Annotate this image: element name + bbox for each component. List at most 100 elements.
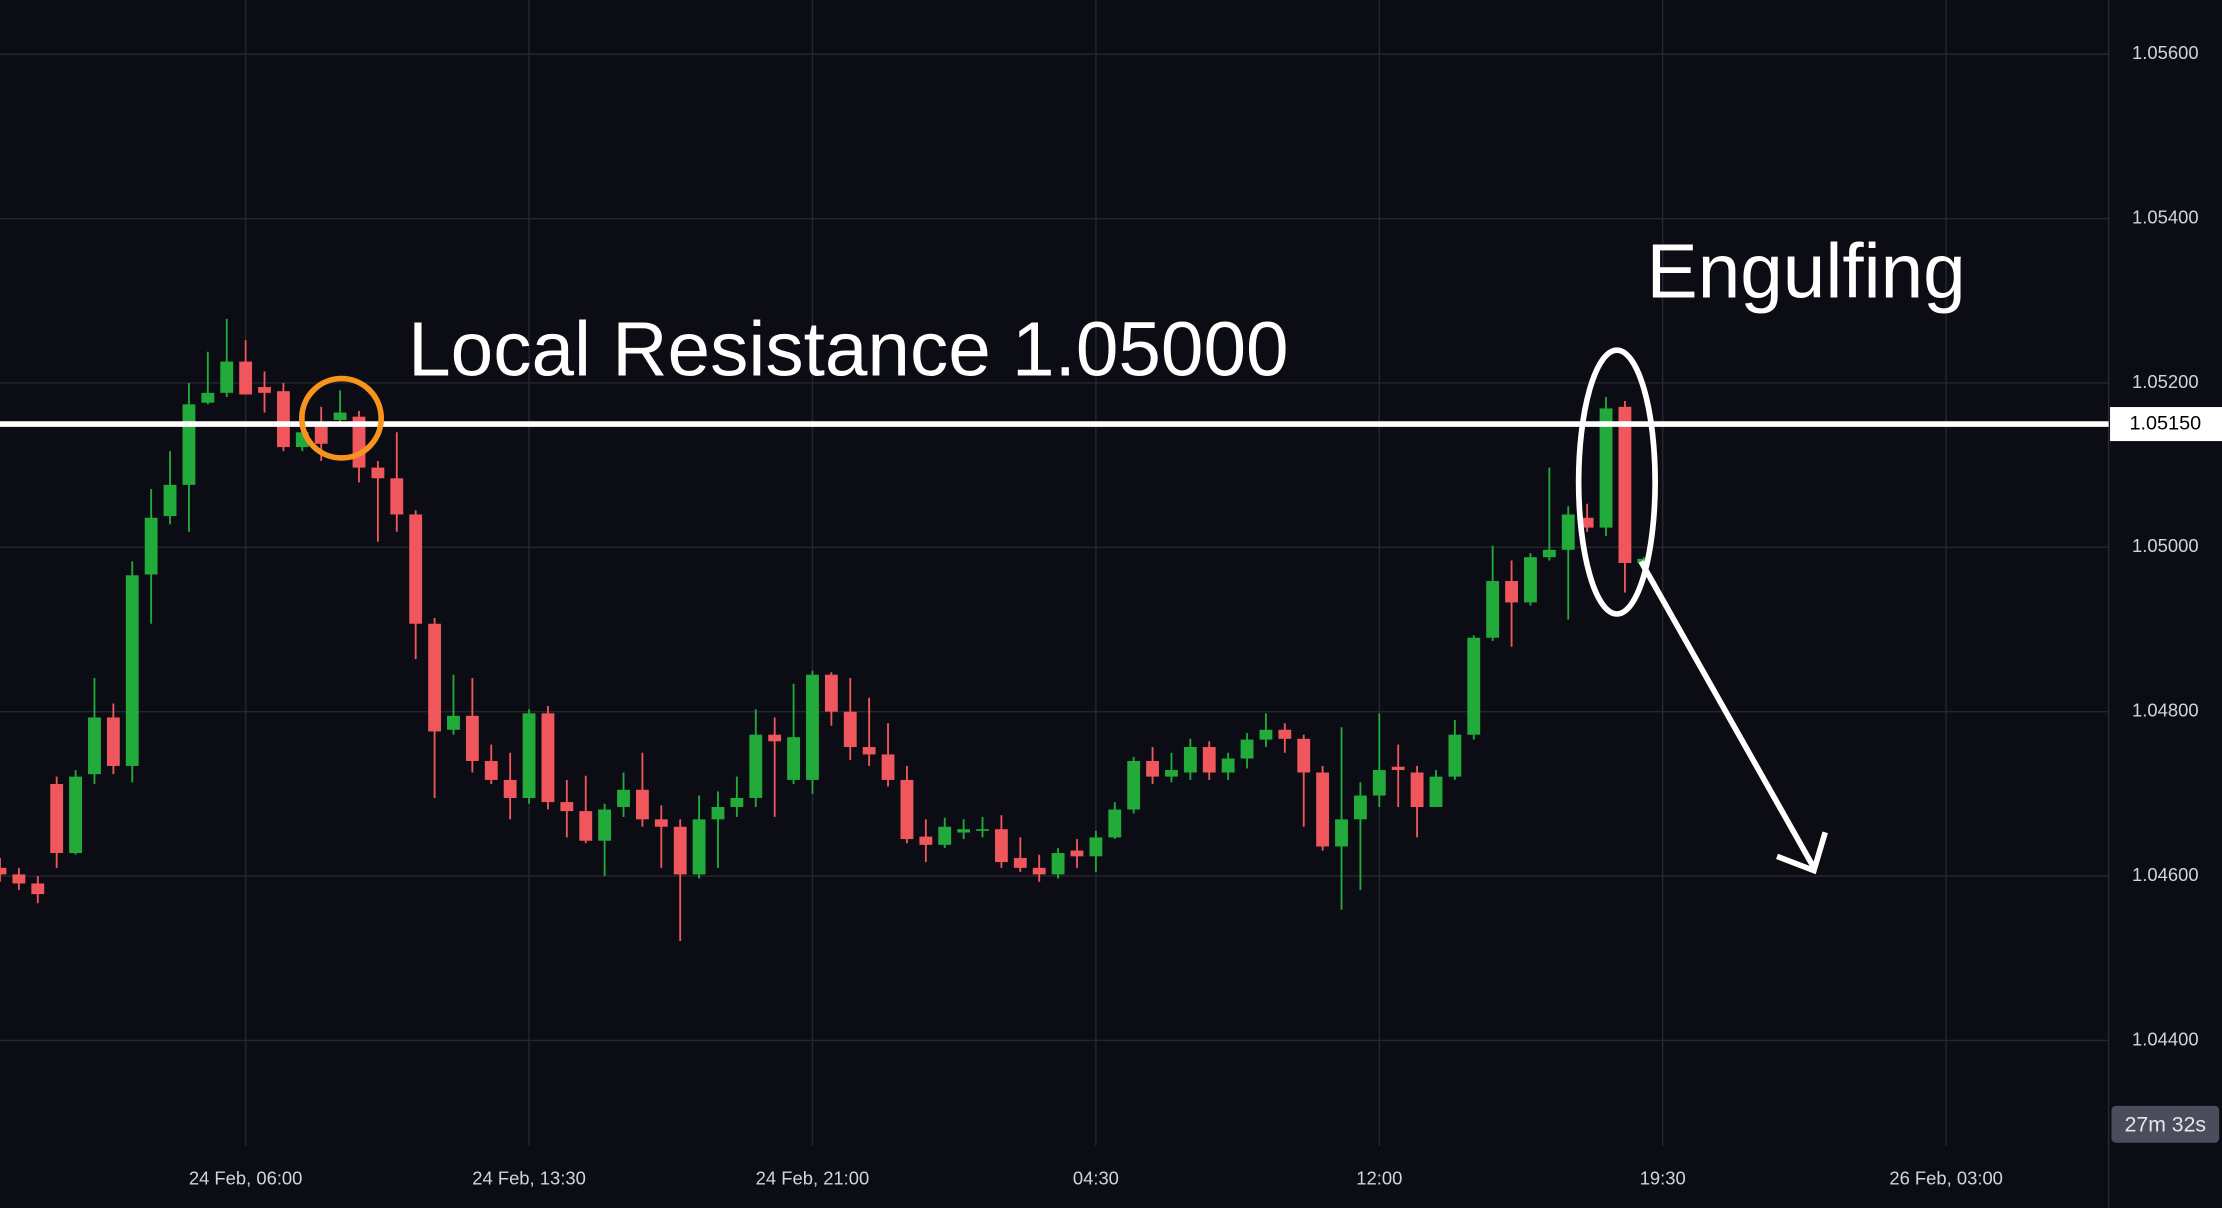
candle-body [1335, 819, 1348, 847]
candle-body [69, 776, 83, 854]
candle-body [1524, 557, 1537, 603]
candle-body [276, 391, 290, 448]
x-tick-label: 24 Feb, 13:30 [472, 1167, 586, 1188]
candle-body [1146, 761, 1159, 777]
candle-body [862, 747, 876, 755]
candle-body [106, 717, 120, 766]
highlight-ellipse [1575, 347, 1658, 617]
annotation: Engulfing [1647, 230, 1966, 315]
candle-body [409, 514, 423, 624]
candle-body [579, 811, 593, 841]
candle-body [1108, 809, 1122, 838]
candle-body [806, 674, 819, 780]
candle-body [88, 717, 101, 775]
candle-body [163, 484, 177, 517]
candle-body [0, 867, 7, 875]
grid [0, 0, 2109, 1146]
candle-body [1127, 761, 1141, 810]
x-tick-label: 04:30 [1073, 1167, 1119, 1188]
candle-body [1391, 766, 1405, 771]
candle-body [881, 754, 895, 780]
candle-body [50, 784, 64, 854]
candle-body [31, 883, 45, 895]
candle-body [522, 713, 536, 798]
candle-body [654, 819, 668, 827]
candle-body [730, 797, 744, 808]
price-line-label-box [2110, 407, 2222, 442]
candle-body [1542, 549, 1556, 558]
candle-body [182, 404, 196, 485]
candle-body [1505, 581, 1518, 603]
candle-body [635, 789, 649, 820]
candle-body [1486, 581, 1500, 638]
candle-body [1165, 770, 1178, 777]
candle-body [560, 802, 574, 812]
candle-body [465, 715, 479, 762]
candle-body [428, 623, 441, 732]
candle-body [1429, 776, 1443, 808]
candle-body [673, 826, 687, 875]
candle-body [787, 737, 800, 780]
candles [0, 318, 1651, 941]
x-tick-label: 26 Feb, 03:00 [1889, 1167, 2003, 1188]
candle-body [1051, 853, 1065, 875]
candle-body [1032, 867, 1046, 875]
candle-body [1013, 857, 1027, 868]
candle-body [541, 713, 555, 803]
candle-body [824, 674, 838, 712]
arrow-shaft [1638, 560, 1817, 870]
timer-box [2111, 1105, 2220, 1143]
candle-body [617, 789, 630, 808]
candle-body [239, 361, 253, 395]
candle-body [1561, 514, 1575, 550]
candle-body [843, 711, 857, 748]
candle-body [484, 761, 498, 780]
candle-body [1410, 772, 1424, 808]
y-tick-label: 1.05600 [2132, 42, 2199, 63]
candle-body [314, 422, 328, 444]
candle-body [220, 361, 234, 393]
candle-body [144, 517, 158, 575]
candle-body [938, 826, 952, 845]
y-tick-label: 1.04400 [2132, 1028, 2199, 1049]
candle-body [768, 734, 782, 742]
y-tick-label: 1.05400 [2132, 206, 2199, 227]
candle-body [1580, 517, 1594, 528]
arrow-head [1776, 831, 1828, 875]
candle-body [1372, 770, 1386, 796]
y-tick-label: 1.04800 [2132, 700, 2199, 721]
y-tick-label: 1.05000 [2132, 535, 2199, 556]
candle-body [503, 779, 517, 798]
candle-body [258, 387, 271, 393]
candle-body [1297, 738, 1311, 773]
candle-body [1599, 408, 1613, 528]
annotation: Local Resistance 1.05000 [408, 308, 1288, 393]
x-tick-label: 19:30 [1640, 1167, 1686, 1188]
candle-body [1221, 758, 1235, 773]
y-tick-label: 1.04600 [2132, 864, 2199, 885]
highlight-circle [299, 375, 385, 461]
candle-body [1089, 837, 1103, 857]
price-line-label: 1.05150 [2129, 412, 2201, 434]
candle-body [125, 575, 139, 766]
candle-body [976, 829, 989, 831]
candle-body [390, 478, 404, 515]
candle-body [1467, 637, 1481, 735]
candle-body [1183, 747, 1197, 773]
candle-body [1278, 729, 1292, 739]
candle-body [749, 734, 763, 798]
x-tick-label: 24 Feb, 21:00 [756, 1167, 870, 1188]
candle-body [900, 779, 914, 840]
candle-body [1070, 850, 1084, 857]
x-tick-label: 12:00 [1356, 1167, 1402, 1188]
y-tick-label: 1.05200 [2132, 371, 2199, 392]
candle-body [994, 829, 1008, 863]
candle-body [957, 829, 971, 833]
timer: 27m 32s [2125, 1112, 2206, 1136]
candle-body [333, 412, 347, 420]
candle-body [447, 715, 460, 730]
candle-body [12, 874, 26, 884]
candle-body [1316, 772, 1330, 847]
